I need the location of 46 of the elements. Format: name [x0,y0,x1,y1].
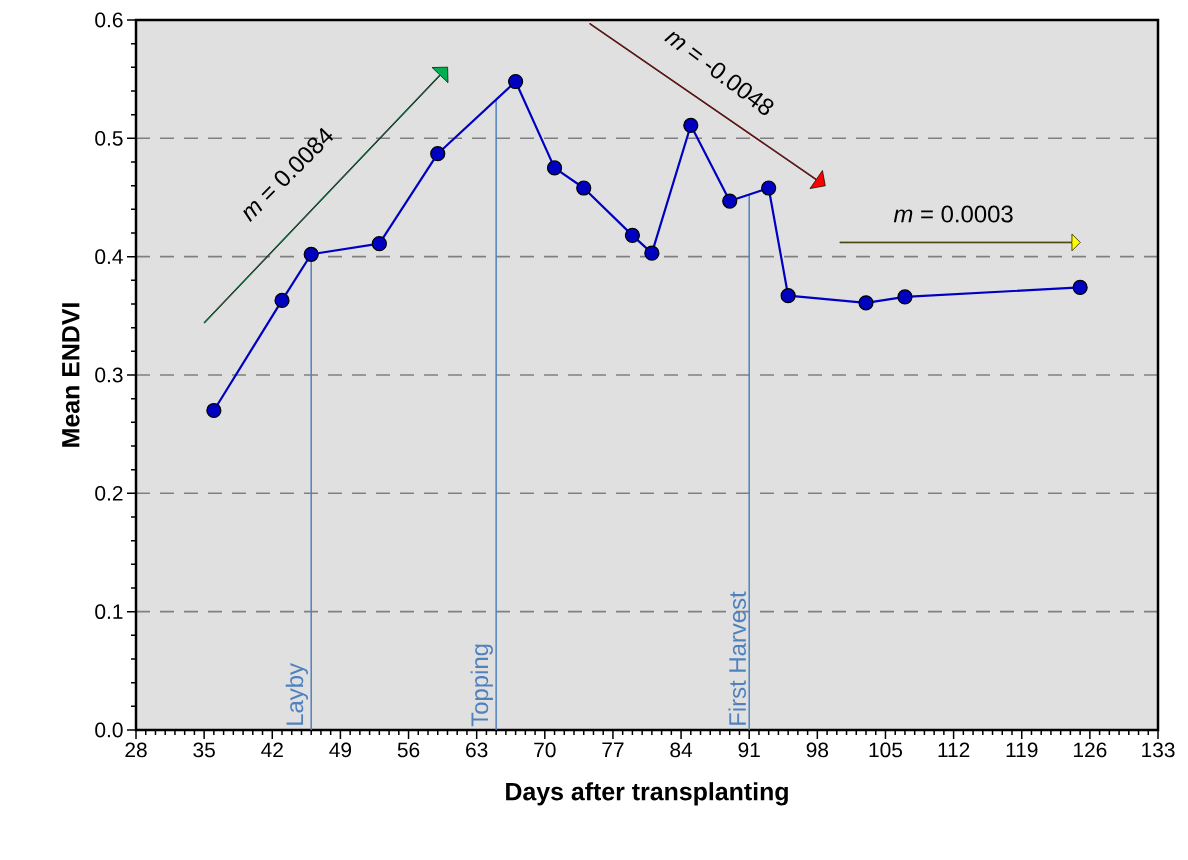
point [274,292,290,309]
point [897,289,913,305]
x-tick-label: 77 [602,742,624,757]
x-tick-label: 119 [1006,742,1038,758]
point [206,402,222,419]
point [430,146,446,162]
x-tick-label: 105 [869,742,903,758]
y-tick-label: 0.1 [95,604,123,620]
y-tick-label: 0.3 [95,367,123,383]
x-tick-label: 98 [806,742,829,758]
x-tick-label: 63 [466,742,488,758]
x-tick-label: 28 [125,742,147,758]
x-tick-label: 42 [261,742,283,758]
ref-line-label: First Harvest [728,591,747,725]
point [683,117,699,133]
x-tick-label: 133 [1142,742,1175,758]
ref-line-label: Topping [470,644,493,727]
x-tick-label: 49 [329,742,352,758]
ref-line-label: Layby [285,663,309,725]
x-tick-label: 112 [938,742,970,758]
point [722,193,738,209]
point [546,160,563,176]
y-tick-label: 0.6 [95,12,123,28]
y-axis-title: Mean ENDVI [62,303,80,447]
x-tick-label: 70 [534,742,556,758]
annotation: m = 0.0003 [893,205,1013,223]
point [624,227,641,243]
y-tick-label: 0.0 [95,722,123,738]
point [780,288,796,304]
x-tick-label: 91 [738,742,760,758]
x-tick-label: 35 [193,742,215,758]
point [576,180,592,196]
point [644,245,660,261]
point [508,73,524,90]
y-tick-label: 0.5 [95,130,123,146]
y-tick-label: 0.2 [95,485,123,501]
x-tick-label: 126 [1074,742,1107,758]
x-axis-title: Days after transplanting [506,782,788,806]
x-tick-label: 84 [670,742,693,758]
x-tick-label: 56 [397,742,420,758]
point [761,180,777,196]
point [858,295,874,311]
y-tick-label: 0.4 [95,249,123,265]
point [371,236,387,252]
point [303,246,319,262]
point [1072,279,1088,296]
